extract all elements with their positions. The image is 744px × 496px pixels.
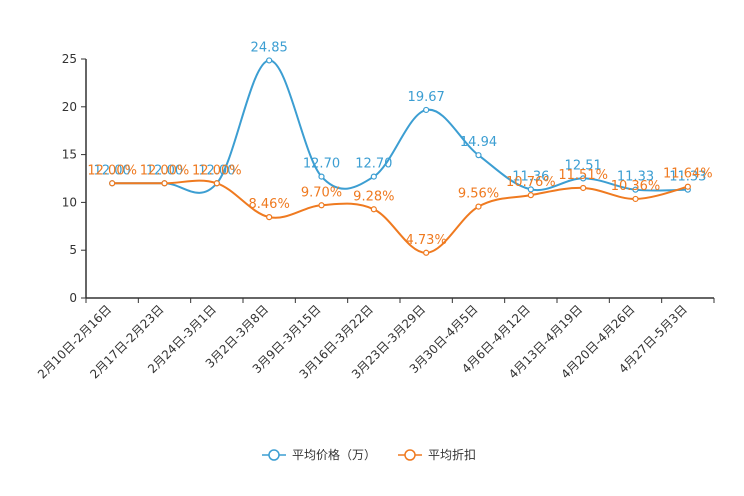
data-label: 24.85 <box>251 40 288 55</box>
series-line-avg-discount <box>112 179 689 254</box>
data-label: 8.46% <box>249 197 290 212</box>
data-labels-layer: 12.00 12.00 12.00 24.85 12.70 12.70 19.67 14.94… <box>87 40 712 247</box>
legend-item-avg-discount[interactable]: 平均折扣 <box>398 447 476 462</box>
data-label: 11.33 <box>669 170 706 185</box>
y-tick-label: 5 <box>69 243 77 257</box>
legend-label: 平均折扣 <box>428 447 476 462</box>
data-point[interactable] <box>213 180 220 187</box>
data-label: 11.51% <box>558 168 608 183</box>
data-label: 12.00 <box>198 163 235 178</box>
series-layer <box>109 57 691 256</box>
data-point[interactable] <box>370 173 377 180</box>
data-label: 12.00% <box>140 163 190 178</box>
data-point[interactable] <box>475 152 482 159</box>
data-point[interactable] <box>318 202 325 209</box>
data-label: 10.76% <box>506 175 556 190</box>
data-point[interactable] <box>161 180 168 187</box>
data-point[interactable] <box>109 180 116 187</box>
data-label: 12.70 <box>355 157 392 172</box>
legend-label: 平均价格（万） <box>292 447 376 462</box>
data-label: 12.00 <box>146 163 183 178</box>
data-label: 19.67 <box>408 90 445 105</box>
legend-marker-icon <box>268 449 280 461</box>
data-label: 12.00% <box>87 163 137 178</box>
data-point[interactable] <box>423 249 430 256</box>
data-label: 12.00 <box>94 163 131 178</box>
y-tick-label: 10 <box>62 195 77 209</box>
y-tick-label: 15 <box>62 148 77 162</box>
data-point[interactable] <box>632 186 639 193</box>
data-point[interactable] <box>318 173 325 180</box>
data-point[interactable] <box>266 57 273 64</box>
data-point[interactable] <box>580 184 587 192</box>
data-point[interactable] <box>370 206 377 213</box>
data-point[interactable] <box>266 214 273 221</box>
axes: 05101520252月10日-2月16日2月17日-2月23日2月24日-3月… <box>35 52 715 382</box>
legend[interactable]: 平均价格（万） 平均折扣 <box>262 447 476 462</box>
data-point[interactable] <box>684 183 691 190</box>
data-label: 4.73% <box>406 233 447 248</box>
data-point[interactable] <box>580 175 587 182</box>
data-point[interactable] <box>527 186 534 193</box>
y-tick-label: 0 <box>69 291 77 305</box>
data-label: 9.56% <box>458 187 499 202</box>
data-label: 12.70 <box>303 157 340 172</box>
legend-marker-icon <box>404 449 416 461</box>
y-tick-label: 25 <box>62 52 77 66</box>
data-label: 11.64% <box>663 167 713 182</box>
data-label: 12.00% <box>192 163 242 178</box>
legend-item-avg-price[interactable]: 平均价格（万） <box>262 447 376 462</box>
data-label: 11.36 <box>512 169 549 184</box>
data-label: 10.36% <box>611 179 661 194</box>
data-label: 14.94 <box>460 135 497 150</box>
data-point[interactable] <box>423 106 430 114</box>
data-label: 9.28% <box>353 189 394 204</box>
data-label: 12.51 <box>565 158 602 173</box>
data-label: 9.70% <box>301 185 342 200</box>
y-tick-label: 20 <box>62 100 77 114</box>
data-point[interactable] <box>475 203 482 210</box>
data-point[interactable] <box>527 192 534 199</box>
data-point[interactable] <box>632 195 639 203</box>
data-label: 11.33 <box>617 170 654 185</box>
